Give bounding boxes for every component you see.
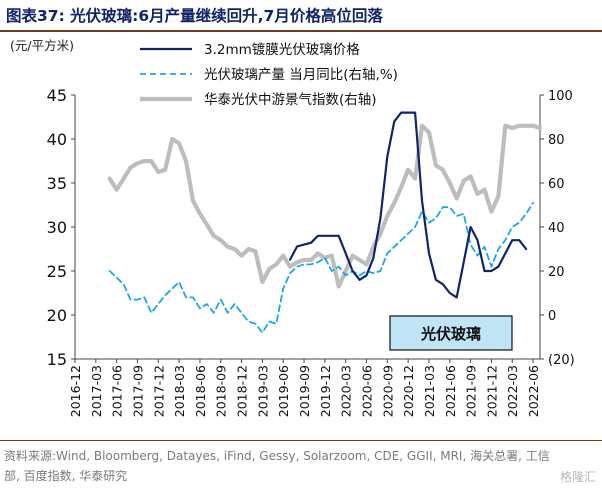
x-axis-tick-label: 2019-03 [255, 365, 270, 417]
annotation-box [389, 315, 513, 351]
x-axis-tick-label: 2020-06 [359, 365, 374, 417]
footer-rule [0, 440, 602, 441]
right-axis-tick-label: 40 [548, 221, 565, 236]
left-axis-unit: (元/平方米) [10, 38, 74, 53]
x-axis-tick-label: 2017-12 [151, 365, 166, 417]
x-axis-tick-label: 2016-12 [68, 365, 83, 417]
chart: (元/平方米) 15 20 25 30 35 40 45 100 80 60 40 20 0 (20) 201… [10, 38, 575, 417]
x-axis-tick-label: 2021-09 [464, 365, 479, 417]
x-axis-tick-label: 2020-03 [339, 365, 354, 417]
series-line-2 [108, 201, 534, 334]
left-axis-tick-label: 35 [47, 174, 67, 193]
x-axis-tick-label: 2022-03 [505, 365, 520, 417]
x-axis-tick-label: 2019-09 [297, 365, 312, 417]
annotation-label: 光伏玻璃 [420, 325, 481, 343]
series-line-1 [289, 111, 528, 299]
x-axis-tick-label: 2019-12 [318, 365, 333, 417]
watermark-logo: 格隆汇 [559, 470, 596, 484]
x-axis-tick-label: 2018-09 [214, 365, 229, 417]
x-axis-tick-label: 2018-12 [235, 365, 250, 417]
series-line-3 [107, 123, 543, 289]
header-rule [0, 30, 602, 32]
left-axis-tick-label: 30 [47, 218, 67, 237]
legend-label-2: 光伏玻璃产量 当月同比(右轴,%) [204, 66, 398, 83]
x-axis-tick-label: 2022-06 [526, 365, 541, 417]
x-axis-tick-label: 2019-06 [276, 365, 291, 417]
right-axis-tick-label: 20 [548, 265, 565, 280]
x-axis-tick-label: 2020-12 [401, 365, 416, 417]
right-axis-tick-label: 100 [548, 89, 573, 104]
right-axis-tick-label: 60 [548, 177, 565, 192]
left-axis-tick-label: 25 [47, 262, 67, 281]
legend-label-1: 3.2mm镀膜光伏玻璃价格 [204, 41, 360, 58]
x-axis-tick-label: 2018-03 [172, 365, 187, 417]
left-axis-tick-label: 15 [47, 350, 67, 369]
x-axis-tick-label: 2017-06 [110, 365, 125, 417]
x-axis-tick-label: 2017-03 [89, 365, 104, 417]
x-axis-tick-label: 2021-06 [443, 365, 458, 417]
chart-title: 图表37: 光伏玻璃:6月产量继续回升,7月价格高位回落 [6, 7, 383, 25]
source-note: 资料来源:Wind, Bloomberg, Datayes, iFind, Ge… [4, 449, 550, 483]
x-axis-tick-label: 2018-06 [193, 365, 208, 417]
left-axis-tick-label: 45 [47, 86, 67, 105]
x-axis-tick-label: 2021-03 [422, 365, 437, 417]
left-axis-tick-label: 20 [47, 306, 67, 325]
x-axis-tick-label: 2017-09 [130, 365, 145, 417]
right-axis-tick-label: (20) [548, 353, 575, 368]
x-axis-tick-label: 2020-09 [380, 365, 395, 417]
x-axis-tick-label: 2021-12 [484, 365, 499, 417]
right-axis-tick-label: 0 [548, 309, 556, 324]
legend-label-3: 华泰光伏中游景气指数(右轴) [204, 92, 377, 108]
left-axis-tick-label: 40 [47, 130, 67, 149]
header: 图表37: 光伏玻璃:6月产量继续回升,7月价格高位回落 [0, 0, 602, 30]
right-axis-tick-label: 80 [548, 133, 565, 148]
